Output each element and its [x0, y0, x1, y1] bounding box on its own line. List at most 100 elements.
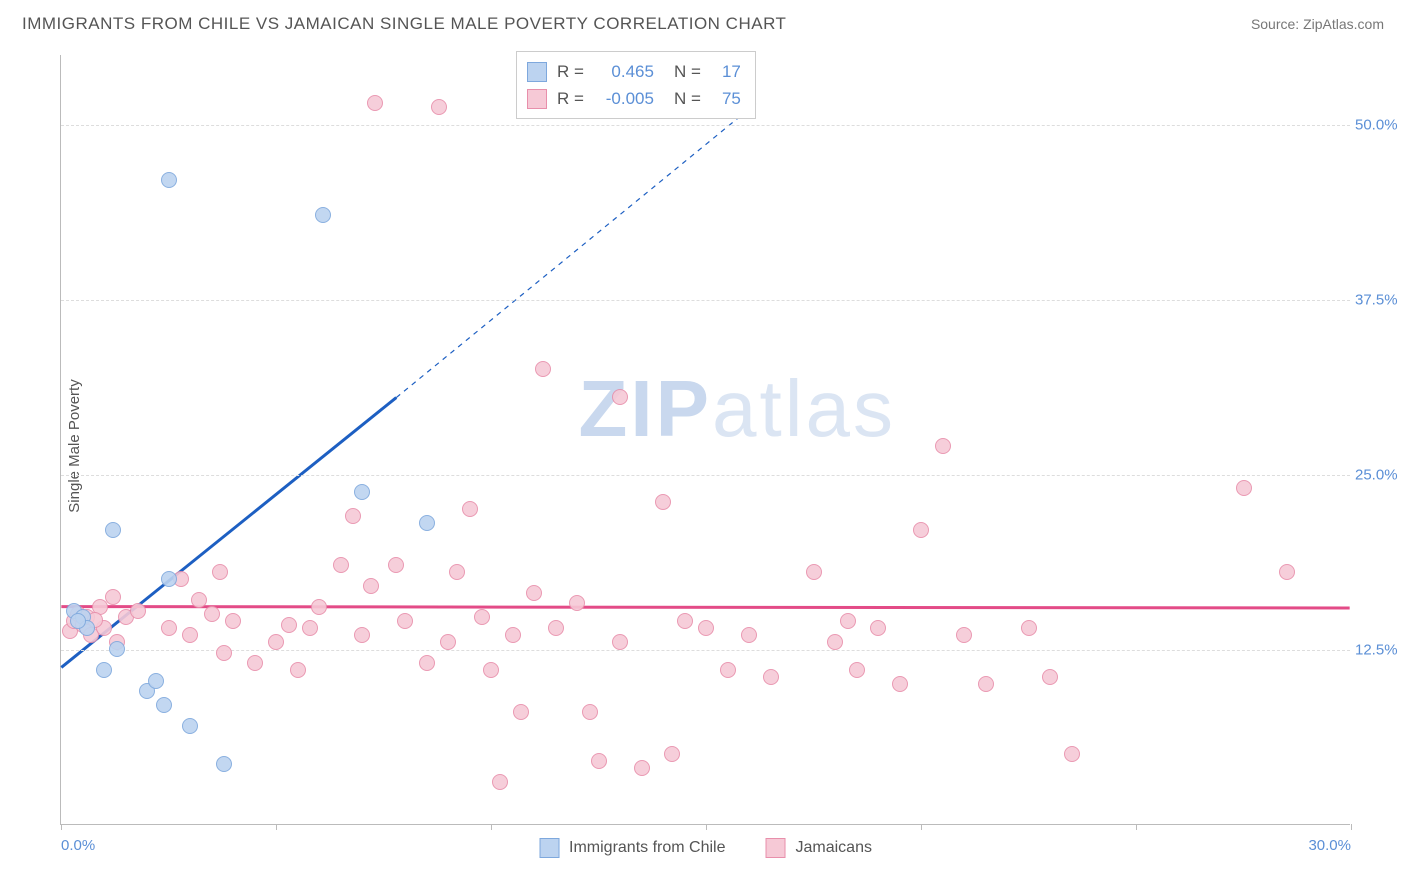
data-point — [96, 662, 112, 678]
x-tick-label: 30.0% — [1308, 837, 1351, 854]
data-point — [870, 620, 886, 636]
gridline — [61, 125, 1350, 126]
data-point — [827, 634, 843, 650]
data-point — [182, 718, 198, 734]
legend-row: R =-0.005N =75 — [527, 85, 741, 112]
data-point — [582, 704, 598, 720]
data-point — [302, 620, 318, 636]
x-tick — [276, 824, 277, 830]
data-point — [892, 676, 908, 692]
y-tick-label: 12.5% — [1355, 642, 1406, 659]
data-point — [935, 438, 951, 454]
plot-area: ZIPatlas R =0.465N =17R =-0.005N =75 Imm… — [60, 55, 1350, 825]
data-point — [311, 599, 327, 615]
r-value: 0.465 — [594, 58, 654, 85]
data-point — [354, 484, 370, 500]
data-point — [474, 609, 490, 625]
n-label: N = — [674, 58, 701, 85]
data-point — [388, 557, 404, 573]
data-point — [130, 603, 146, 619]
data-point — [513, 704, 529, 720]
data-point — [505, 627, 521, 643]
chart-title: IMMIGRANTS FROM CHILE VS JAMAICAN SINGLE… — [22, 14, 786, 34]
y-tick-label: 50.0% — [1355, 117, 1406, 134]
gridline — [61, 475, 1350, 476]
data-point — [281, 617, 297, 633]
swatch-icon — [766, 838, 786, 858]
series-legend: Immigrants from Chile Jamaicans — [539, 838, 872, 858]
data-point — [191, 592, 207, 608]
x-tick — [61, 824, 62, 830]
data-point — [161, 172, 177, 188]
y-tick-label: 37.5% — [1355, 292, 1406, 309]
data-point — [462, 501, 478, 517]
y-tick-label: 25.0% — [1355, 467, 1406, 484]
data-point — [1042, 669, 1058, 685]
x-tick — [706, 824, 707, 830]
correlation-legend: R = 0.465 N = 17R = -0.005 N = 75 — [516, 51, 756, 119]
data-point — [156, 697, 172, 713]
data-point — [216, 756, 232, 772]
data-point — [268, 634, 284, 650]
n-value: 75 — [711, 85, 741, 112]
data-point — [161, 571, 177, 587]
data-point — [247, 655, 263, 671]
data-point — [333, 557, 349, 573]
gridline — [61, 650, 1350, 651]
x-tick-label: 0.0% — [61, 837, 95, 854]
data-point — [397, 613, 413, 629]
data-point — [535, 361, 551, 377]
data-point — [1064, 746, 1080, 762]
data-point — [345, 508, 361, 524]
x-tick — [921, 824, 922, 830]
data-point — [492, 774, 508, 790]
data-point — [978, 676, 994, 692]
data-point — [548, 620, 564, 636]
data-point — [1279, 564, 1295, 580]
data-point — [1021, 620, 1037, 636]
gridline — [61, 300, 1350, 301]
data-point — [148, 673, 164, 689]
x-tick — [1136, 824, 1137, 830]
data-point — [806, 564, 822, 580]
data-point — [216, 645, 232, 661]
data-point — [367, 95, 383, 111]
data-point — [109, 641, 125, 657]
data-point — [1236, 480, 1252, 496]
data-point — [431, 99, 447, 115]
data-point — [655, 494, 671, 510]
data-point — [634, 760, 650, 776]
swatch-icon — [527, 62, 547, 82]
swatch-icon — [539, 838, 559, 858]
data-point — [526, 585, 542, 601]
data-point — [105, 589, 121, 605]
data-point — [70, 613, 86, 629]
data-point — [956, 627, 972, 643]
data-point — [698, 620, 714, 636]
data-point — [161, 620, 177, 636]
legend-label: Immigrants from Chile — [569, 839, 725, 857]
n-value: 17 — [711, 58, 741, 85]
data-point — [483, 662, 499, 678]
data-point — [225, 613, 241, 629]
r-value: -0.005 — [594, 85, 654, 112]
data-point — [449, 564, 465, 580]
swatch-icon — [527, 89, 547, 109]
data-point — [105, 522, 121, 538]
data-point — [290, 662, 306, 678]
data-point — [763, 669, 779, 685]
trend-lines-layer — [61, 55, 1350, 824]
data-point — [440, 634, 456, 650]
n-label: N = — [674, 85, 701, 112]
data-point — [182, 627, 198, 643]
data-point — [212, 564, 228, 580]
legend-item-jamaicans: Jamaicans — [766, 838, 872, 858]
legend-row: R = 0.465 N = 17 — [527, 58, 741, 85]
data-point — [913, 522, 929, 538]
r-label: R = — [557, 58, 584, 85]
data-point — [204, 606, 220, 622]
data-point — [677, 613, 693, 629]
data-point — [612, 634, 628, 650]
legend-item-chile: Immigrants from Chile — [539, 838, 725, 858]
data-point — [569, 595, 585, 611]
